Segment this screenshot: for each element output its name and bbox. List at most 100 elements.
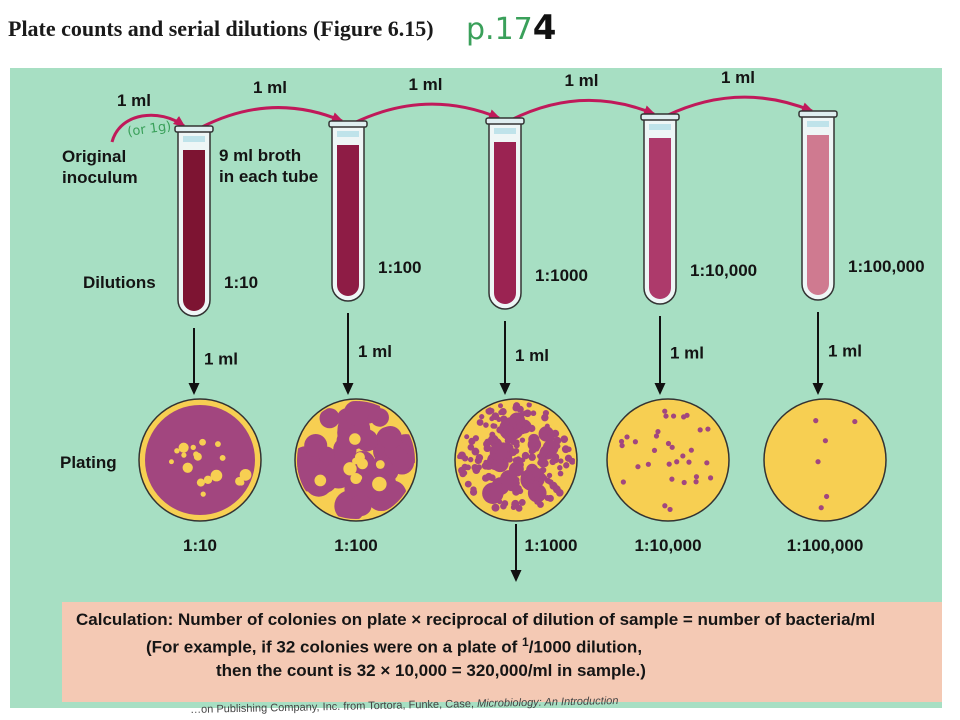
broth-label-line2: in each tube: [219, 167, 318, 186]
transfer-label: 1 ml: [409, 75, 443, 94]
agar-plate: 1:100,000: [763, 398, 887, 555]
handwritten-annotation: (or 1g): [126, 119, 172, 140]
test-tube: 1:10: [174, 125, 258, 317]
colony: [645, 461, 651, 467]
broth-liquid: [649, 138, 671, 299]
colony: [688, 447, 694, 453]
plate-dilution-label: 1:100: [334, 536, 377, 555]
colony: [680, 453, 686, 459]
transfer-label: 1 ml: [565, 71, 599, 90]
colony: [705, 426, 711, 432]
colony: [655, 428, 661, 435]
colony: [824, 493, 830, 500]
colony: [651, 447, 658, 454]
colony: [852, 418, 858, 425]
colony-group: [813, 418, 858, 511]
transfer-arrow: [665, 95, 814, 118]
plating-volume-label: 1 ml: [204, 350, 238, 369]
tube-dilution-label: 1:100,000: [848, 257, 925, 276]
colony-group: [618, 408, 714, 513]
plate-dilution-label: 1:10,000: [634, 536, 701, 555]
tube-group: 1:10 1:100 1:1000 1:10,000 1:100,000: [174, 110, 925, 317]
broth-label-line1: 9 ml broth: [219, 146, 301, 165]
broth-liquid: [337, 145, 359, 296]
original-inoculum-label-line2: inoculum: [62, 168, 138, 187]
colony: [693, 474, 700, 480]
colony: [619, 442, 625, 449]
colony: [674, 459, 680, 465]
calculation-line1: Calculation: Number of colonies on plate…: [76, 610, 876, 629]
colony: [697, 427, 703, 433]
tube-dilution-label: 1:100: [378, 258, 421, 277]
plate-dilution-label: 1:100,000: [787, 536, 864, 555]
plate-dilution-label: 1:1000: [525, 536, 578, 555]
plating-volume-label: 1 ml: [828, 342, 862, 361]
transfer-arrows: 1 ml 1 ml 1 ml 1 ml: [110, 68, 814, 143]
colony: [681, 479, 687, 486]
colony-group: [145, 405, 255, 515]
tube-dilution-label: 1:1000: [535, 266, 588, 285]
calculation-line2: (For example, if 32 colonies were on a p…: [146, 635, 643, 657]
colony: [818, 505, 824, 511]
colony: [669, 444, 675, 450]
colony: [670, 413, 677, 419]
agar-plate: 1:10,000: [606, 398, 730, 555]
calculation-line3: then the count is 32 × 10,000 = 320,000/…: [216, 660, 646, 680]
plate-dilution-label: 1:10: [183, 536, 217, 555]
diagram-panel: [10, 68, 942, 708]
tube-dilution-label: 1:10,000: [690, 261, 757, 280]
colony: [662, 408, 668, 414]
agar-plate: 1:1000: [454, 398, 578, 555]
page-title: Plate counts and serial dilutions (Figur…: [8, 16, 434, 41]
colony: [693, 479, 699, 485]
broth-liquid: [183, 150, 205, 311]
colony: [813, 418, 819, 424]
transfer-label: 1 ml: [253, 78, 287, 97]
plating-volume-label: 1 ml: [358, 342, 392, 361]
test-tube: 1:1000: [485, 117, 588, 310]
colony: [620, 479, 626, 485]
test-tube: 1:100,000: [798, 110, 925, 301]
plating-volume-label: 1 ml: [515, 346, 549, 365]
colony: [635, 464, 641, 470]
transfer-arrow: [510, 98, 656, 122]
tube-dilution-label: 1:10: [224, 273, 258, 292]
transfer-label-original: 1 ml: [117, 91, 151, 110]
agar-plate: 1:10: [138, 398, 262, 555]
handwritten-page-note: p.174: [466, 8, 557, 48]
colony: [665, 440, 672, 447]
colony: [618, 438, 625, 445]
colony: [666, 461, 672, 467]
colony: [669, 476, 675, 482]
agar-plate: 1:100: [294, 398, 418, 555]
colony-group: [297, 401, 415, 519]
colony: [815, 459, 821, 465]
colony: [707, 475, 714, 481]
transfer-arrow-initial: [110, 113, 186, 143]
colony: [686, 459, 692, 465]
plating-arrows: 1 ml 1 ml 1 ml 1 ml 1 ml: [188, 312, 862, 582]
colony: [662, 503, 668, 509]
colony: [681, 414, 687, 420]
transfer-arrow: [199, 106, 344, 130]
plating-label: Plating: [60, 453, 117, 472]
test-tube: 1:100: [328, 120, 421, 302]
dilutions-label: Dilutions: [83, 273, 156, 292]
colony: [822, 438, 828, 444]
colony: [704, 460, 710, 466]
colony-group: [457, 402, 575, 512]
colony: [632, 439, 638, 445]
transfer-label: 1 ml: [721, 68, 755, 87]
broth-liquid: [494, 142, 516, 304]
colony: [624, 434, 630, 440]
colony: [667, 506, 673, 513]
plating-volume-label: 1 ml: [670, 344, 704, 363]
calculation-box: Calculation: Number of colonies on plate…: [62, 602, 942, 702]
original-inoculum-label-line1: Original: [62, 147, 126, 166]
test-tube: 1:10,000: [640, 113, 757, 305]
colony: [663, 413, 669, 419]
transfer-arrow: [353, 102, 501, 125]
colony: [653, 433, 660, 439]
plate-group: 1:10 1:100 1:1000 1:10,000 1:100,000: [138, 398, 887, 555]
